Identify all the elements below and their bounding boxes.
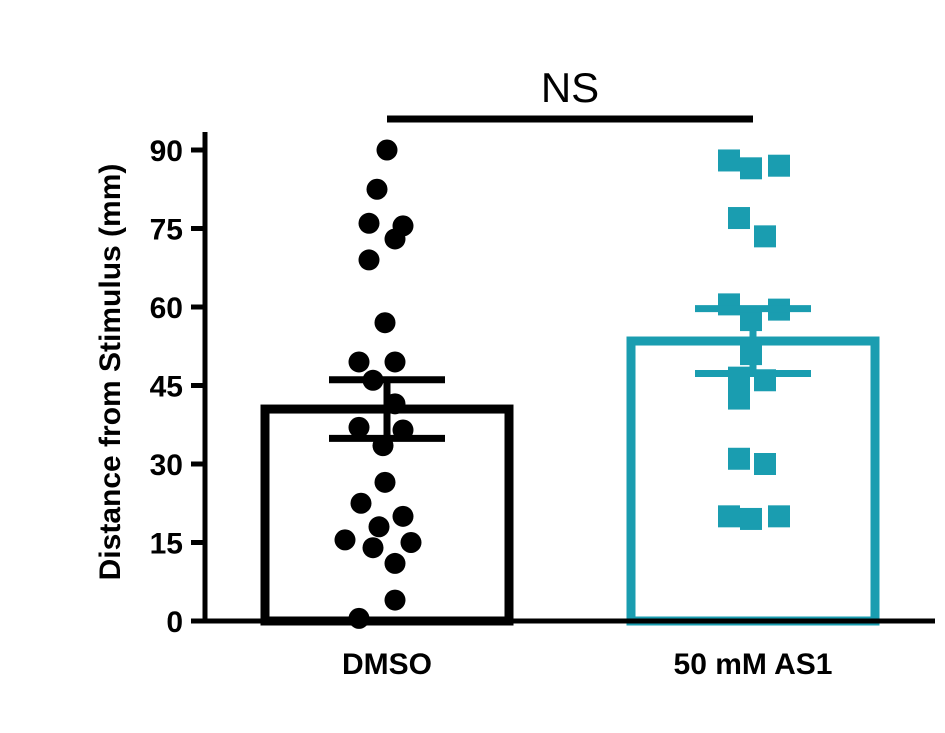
data-point xyxy=(384,351,406,373)
data-point xyxy=(348,351,370,373)
data-point xyxy=(768,154,790,177)
data-point xyxy=(728,447,750,470)
y-tick-label: 30 xyxy=(150,449,183,482)
y-tick-label: 15 xyxy=(150,528,183,561)
data-point xyxy=(718,505,740,528)
data-point xyxy=(358,212,380,234)
data-point xyxy=(374,312,396,334)
y-tick-label: 60 xyxy=(150,292,183,325)
data-point xyxy=(348,416,370,438)
y-tick-label: 45 xyxy=(150,371,183,404)
data-point xyxy=(384,228,406,250)
data-point xyxy=(362,537,384,559)
data-point xyxy=(348,607,370,629)
annotation-layer: NS xyxy=(387,64,753,123)
data-point xyxy=(754,225,776,248)
data-point xyxy=(718,149,740,172)
data-point xyxy=(350,492,372,514)
data-point xyxy=(384,552,406,574)
points-layer xyxy=(334,139,790,629)
y-tick-label: 75 xyxy=(150,214,183,247)
y-tick-label: 90 xyxy=(150,135,183,168)
data-point xyxy=(366,178,388,200)
data-point xyxy=(728,207,750,230)
significance-label: NS xyxy=(541,64,599,111)
x-tick-label: DMSO xyxy=(342,648,432,681)
data-point xyxy=(754,453,776,475)
y-axis-label: Distance from Stimulus (mm) xyxy=(94,164,127,581)
axes-layer: DMSO 50 mM AS1 0 15 30 45 60 75 90 xyxy=(150,132,935,681)
x-tick-label: 50 mM AS1 xyxy=(674,648,833,681)
data-point xyxy=(376,139,398,161)
data-point xyxy=(368,516,390,538)
data-point xyxy=(728,387,750,410)
data-point xyxy=(728,366,750,389)
data-point xyxy=(740,507,762,530)
data-point xyxy=(718,293,740,316)
data-point xyxy=(768,505,790,528)
data-point xyxy=(740,157,762,180)
data-point xyxy=(374,471,396,493)
y-tick-label: 0 xyxy=(166,606,183,639)
data-point xyxy=(334,529,356,551)
data-point xyxy=(358,249,380,271)
data-point xyxy=(392,505,414,527)
bar-50-mm-as1 xyxy=(626,336,880,626)
data-point xyxy=(384,589,406,611)
data-point xyxy=(400,532,422,553)
error-bars-layer xyxy=(329,305,811,442)
